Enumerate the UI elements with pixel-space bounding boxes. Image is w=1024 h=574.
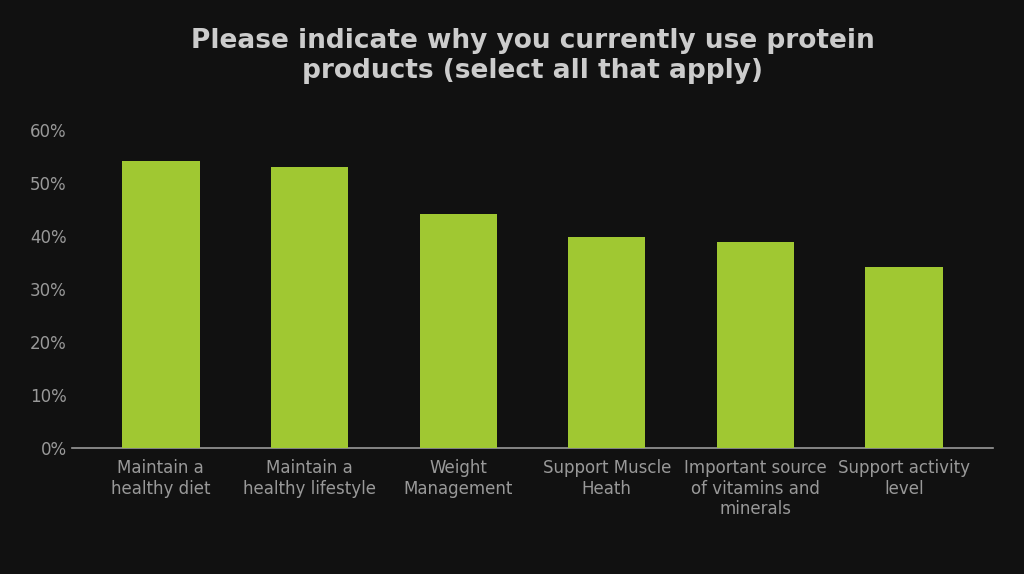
Bar [122, 161, 200, 448]
Bar [568, 237, 645, 448]
Title: Please indicate why you currently use protein
products (select all that apply): Please indicate why you currently use pr… [190, 28, 874, 84]
Bar [717, 242, 794, 448]
Bar [420, 214, 497, 448]
Bar [865, 266, 943, 448]
Bar [271, 167, 348, 448]
